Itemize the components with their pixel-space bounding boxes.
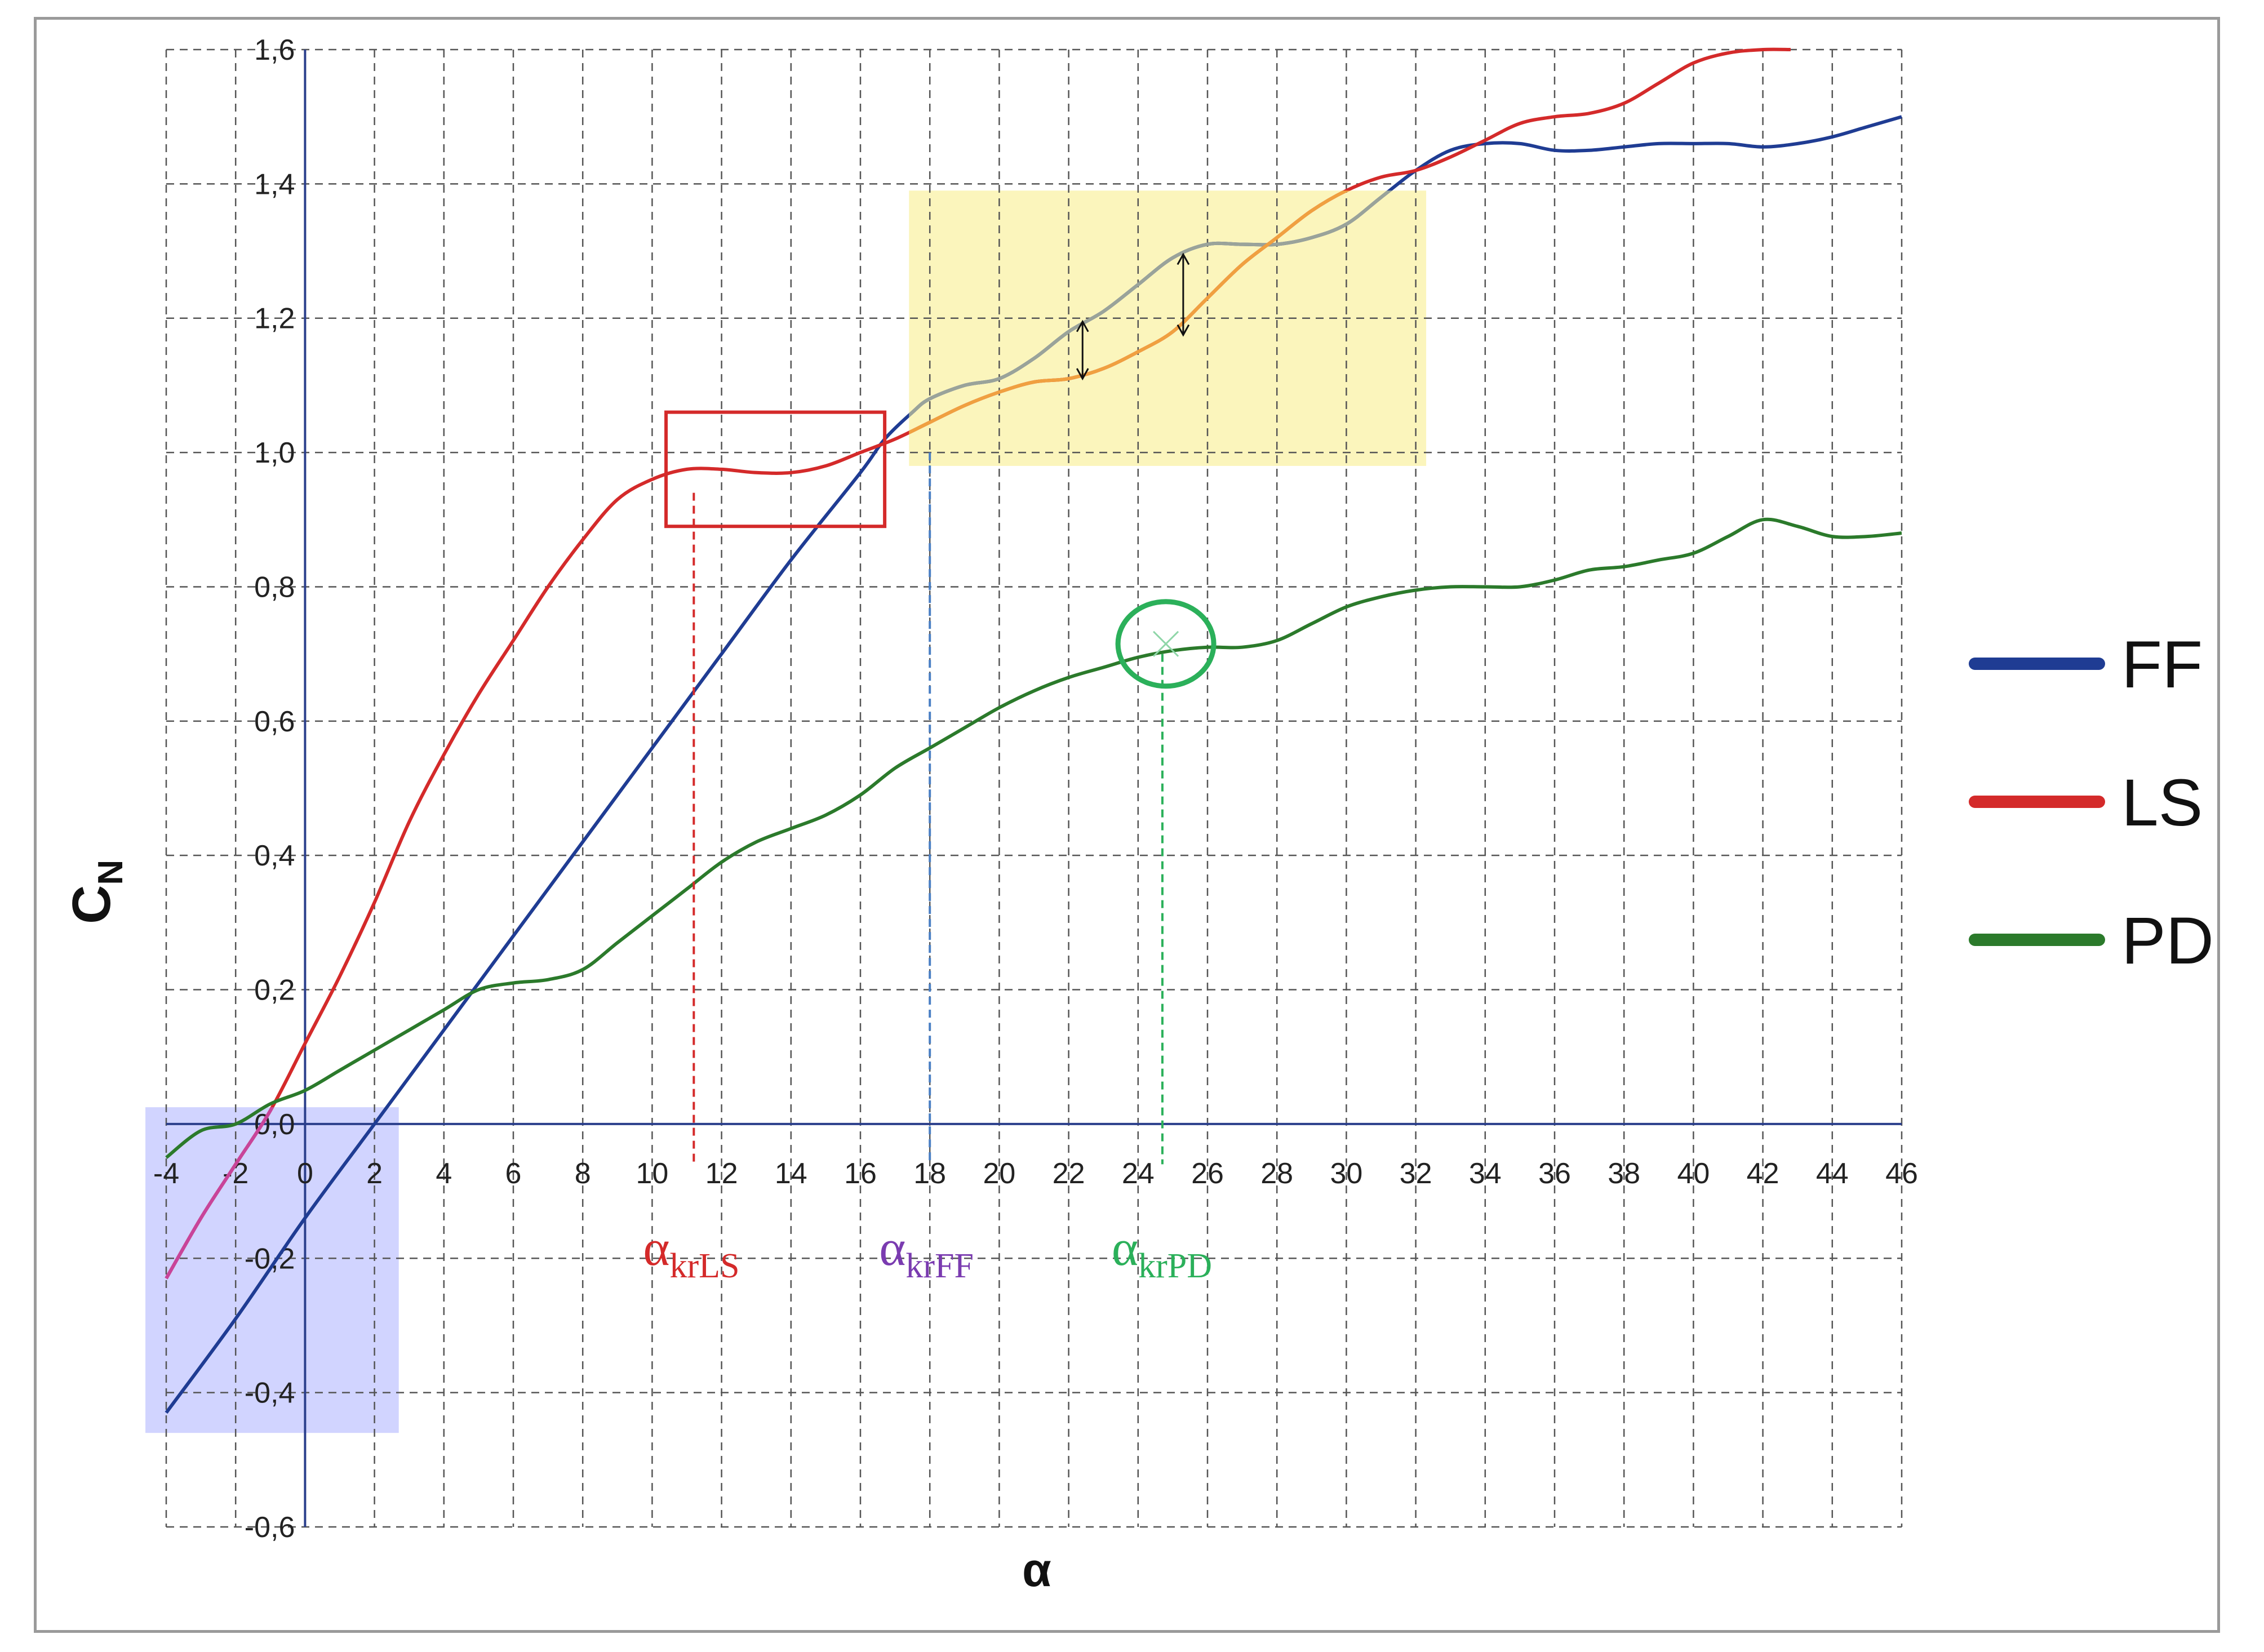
y-tick-label: 0,4 [254, 840, 295, 872]
legend-label-pd: PD [2121, 904, 2214, 978]
critical-angle-symbol: α [643, 1220, 669, 1276]
annotations: αkrLS αkrFF αkrPD [643, 252, 1217, 1285]
x-tick-label: 28 [1260, 1157, 1293, 1190]
critical-angle-label-krls: αkrLS [643, 1220, 739, 1285]
x-tick-label: 44 [1816, 1157, 1849, 1190]
double-arrow-1-head-bottom [1076, 368, 1089, 381]
y-axis-title-main: C [61, 885, 122, 924]
series-line-ls-highlight [909, 190, 1351, 435]
x-tick-label: 24 [1122, 1157, 1155, 1190]
x-tick-label: 16 [844, 1157, 877, 1190]
axis-titles: α CN [61, 860, 1051, 1596]
y-tick-label: 1,4 [254, 168, 295, 201]
grid-lines [165, 48, 1903, 1528]
tick-labels: -4 -2 0 2 4 6 8 10 12 14 16 18 20 22 24 26 28 30 32 34 36 38 4… [153, 34, 1918, 1544]
y-tick-label: 0,8 [254, 571, 295, 603]
blue-highlight-region [145, 1107, 399, 1433]
x-tick-label: 42 [1747, 1157, 1779, 1190]
x-tick-label: 20 [983, 1157, 1015, 1190]
x-axis-title: α [1022, 1543, 1051, 1596]
x-tick-label: 40 [1677, 1157, 1710, 1190]
data-series [165, 47, 1902, 1414]
x-tick-label: 14 [775, 1157, 807, 1190]
double-arrow-2-head-top [1177, 252, 1190, 265]
x-tick-label: 34 [1469, 1157, 1502, 1190]
legend-label-ls: LS [2121, 766, 2203, 840]
x-tick-label: 0 [297, 1157, 313, 1190]
critical-angle-label-krff: αkrFF [879, 1220, 974, 1285]
y-tick-label: 1,6 [254, 34, 295, 66]
x-tick-label: 4 [436, 1157, 452, 1190]
y-tick-label: -0,6 [245, 1511, 295, 1544]
y-axis-title-sub: N [91, 860, 130, 885]
x-tick-label: 36 [1538, 1157, 1571, 1190]
critical-angle-subscript: krLS [669, 1247, 739, 1285]
series-line-ff-highlight [909, 190, 1392, 418]
x-tick-label: 22 [1053, 1157, 1085, 1190]
critical-angle-subscript: krPD [1138, 1247, 1212, 1285]
red-box-annotation [664, 410, 887, 529]
x-tick-label: 30 [1330, 1157, 1362, 1190]
x-tick-label: 12 [705, 1157, 738, 1190]
x-tick-label: 6 [505, 1157, 522, 1190]
critical-angle-symbol: α [1112, 1220, 1138, 1276]
x-tick-label: -4 [153, 1157, 179, 1190]
chart-frame [34, 17, 2220, 1633]
critical-angle-label-krpd: αkrPD [1112, 1220, 1212, 1285]
critical-angle-subscript: krFF [905, 1247, 974, 1285]
x-tick-label: 32 [1400, 1157, 1432, 1190]
y-tick-label: -0,4 [245, 1377, 295, 1410]
x-tick-label: 26 [1191, 1157, 1224, 1190]
y-tick-label: 0,6 [254, 705, 295, 738]
y-tick-label: 1,2 [254, 303, 295, 335]
double-arrow-1-head-top [1076, 319, 1089, 332]
y-axis-title: CN [61, 860, 130, 924]
x-tick-label: 18 [913, 1157, 946, 1190]
critical-angle-symbol: α [879, 1220, 905, 1276]
series-line-pd [165, 517, 1902, 1159]
x-tick-label: 2 [366, 1157, 383, 1190]
y-tick-label: 0,2 [254, 974, 295, 1007]
x-tick-label: 10 [636, 1157, 668, 1190]
x-tick-label: 46 [1885, 1157, 1918, 1190]
green-circle-annotation [1115, 599, 1217, 689]
x-marker [1153, 630, 1179, 657]
highlight-regions [145, 190, 1427, 1433]
y-tick-label: 1,0 [254, 437, 295, 469]
x-tick-label: 38 [1608, 1157, 1640, 1190]
legend-label-ff: FF [2121, 628, 2203, 702]
x-tick-label: 8 [575, 1157, 591, 1190]
legend: FF LS PD [1969, 628, 2214, 978]
double-arrow-2-head-bottom [1177, 324, 1190, 337]
yellow-highlight-region [909, 190, 1427, 466]
axes [166, 50, 1902, 1527]
